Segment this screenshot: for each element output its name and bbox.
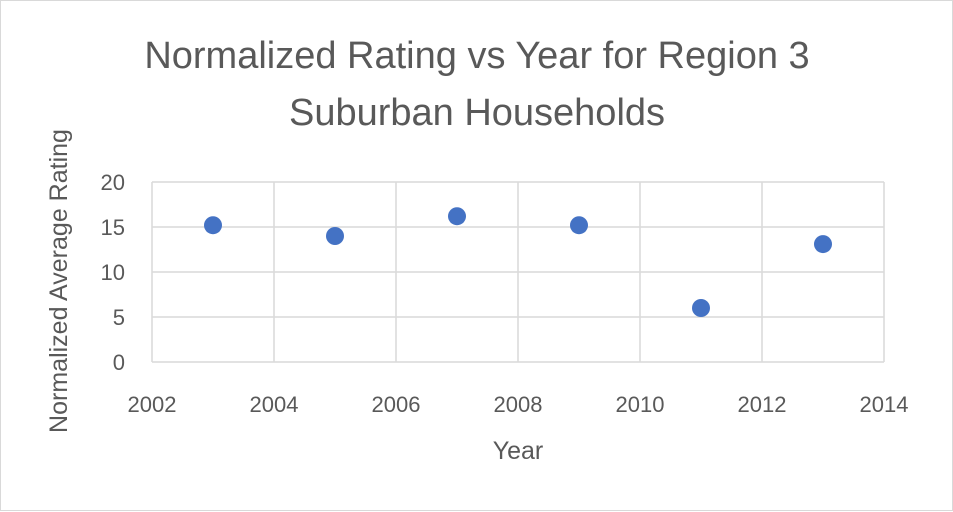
gridlines xyxy=(151,181,885,363)
data-point xyxy=(326,227,344,245)
chart-title-line-1: Normalized Rating vs Year for Region 3 xyxy=(144,35,809,77)
x-axis-title: Year xyxy=(493,437,544,465)
y-tick-label: 20 xyxy=(101,170,125,195)
y-tick-label: 0 xyxy=(113,350,125,375)
y-tick-label: 5 xyxy=(113,305,125,330)
x-tick-label: 2014 xyxy=(860,392,909,417)
data-point xyxy=(204,216,222,235)
x-tick-label: 2012 xyxy=(738,392,787,417)
x-tick-label: 2006 xyxy=(372,392,421,417)
data-points xyxy=(204,207,832,317)
data-point xyxy=(814,235,832,254)
x-tick-label: 2002 xyxy=(128,392,177,417)
data-point xyxy=(448,207,466,226)
y-axis-ticks: 0 5 10 15 20 xyxy=(101,170,125,375)
x-tick-label: 2004 xyxy=(250,392,299,417)
x-tick-label: 2010 xyxy=(616,392,665,417)
x-axis-ticks: 2002 2004 2006 2008 2010 2012 2014 xyxy=(128,392,909,417)
y-axis-title: Normalized Average Rating xyxy=(45,129,73,433)
y-tick-label: 10 xyxy=(101,260,125,285)
chart-title-line-2: Suburban Households xyxy=(289,92,665,134)
y-tick-label: 15 xyxy=(101,215,125,240)
data-point xyxy=(570,216,588,235)
data-point xyxy=(692,299,710,317)
x-tick-label: 2008 xyxy=(494,392,543,417)
